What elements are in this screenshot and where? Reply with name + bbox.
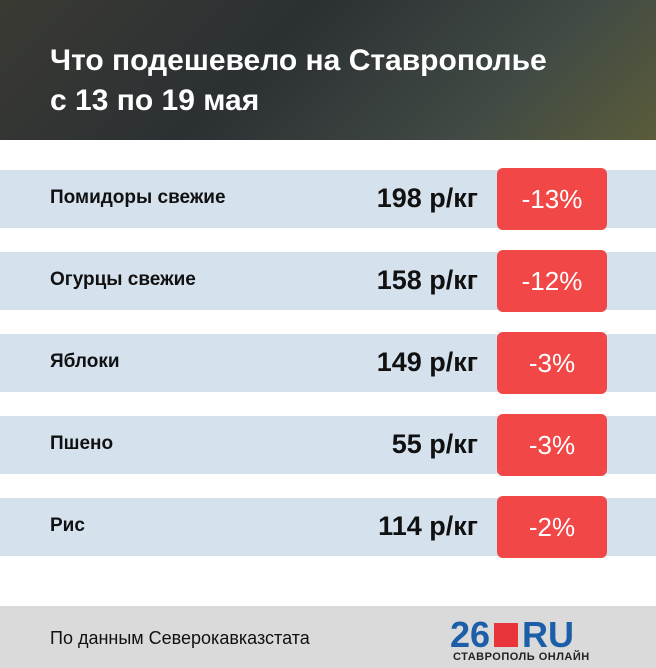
logo-domain: RU — [522, 614, 575, 655]
change-badge: -13% — [497, 168, 607, 230]
product-name: Пшено — [50, 433, 114, 454]
price: 149 р/кг — [376, 347, 478, 377]
title-line: Что подешевело на Ставрополье — [50, 44, 547, 77]
product-name: Помидоры свежие — [50, 187, 226, 208]
logo: 26 RU — [450, 614, 574, 656]
price: 198 р/кг — [376, 183, 478, 213]
header-photo — [0, 0, 656, 140]
product-name: Рис — [50, 515, 85, 536]
price: 158 р/кг — [376, 265, 478, 295]
change-badge: -3% — [497, 414, 607, 476]
product-name: Огурцы свежие — [50, 269, 196, 290]
change-badge: -2% — [497, 496, 607, 558]
logo-number: 26 — [450, 614, 491, 655]
footer — [0, 606, 656, 668]
price: 114 р/кг — [378, 511, 478, 541]
title-line: с 13 по 19 мая — [50, 84, 260, 117]
change-badge: -3% — [497, 332, 607, 394]
logo-square — [494, 623, 519, 647]
change-badge: -12% — [497, 250, 607, 312]
product-name: Яблоки — [50, 351, 120, 372]
price: 55 р/кг — [391, 429, 478, 459]
logo-tagline: СТАВРОПОЛЬ ОНЛАЙН — [453, 651, 590, 663]
source: По данным Северокавказстата — [50, 628, 310, 648]
